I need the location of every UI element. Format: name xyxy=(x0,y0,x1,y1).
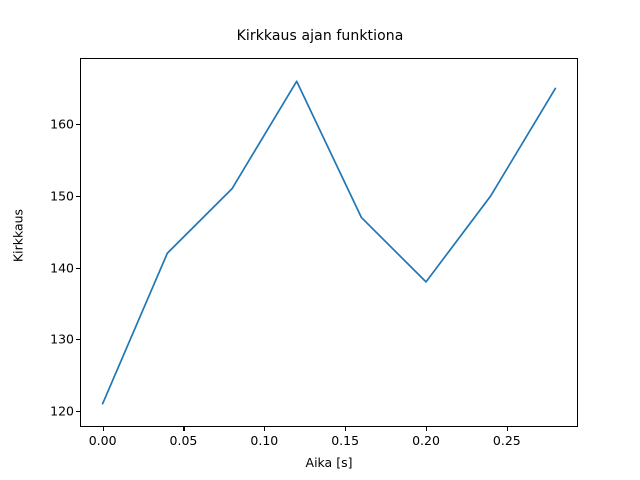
y-axis-label: Kirkkaus xyxy=(10,208,26,263)
x-tick-label: 0.00 xyxy=(88,433,117,448)
y-tick-mark xyxy=(76,124,80,126)
y-tick-mark xyxy=(76,339,80,341)
y-tick-mark xyxy=(76,410,80,412)
x-tick-mark xyxy=(345,427,347,431)
x-axis-label: Aika [s] xyxy=(305,455,353,470)
x-tick-label: 0.15 xyxy=(331,433,360,448)
y-tick-mark xyxy=(76,267,80,269)
x-tick-mark xyxy=(506,427,508,431)
x-tick-label: 0.05 xyxy=(169,433,198,448)
y-tick-label: 140 xyxy=(50,260,74,276)
x-tick-label: 0.10 xyxy=(250,433,279,448)
y-tick-label-group: 120 130 140 150 160 xyxy=(26,0,74,480)
x-tick-mark xyxy=(102,427,104,431)
y-tick-label: 150 xyxy=(50,188,74,204)
x-tick-label: 0.25 xyxy=(492,433,521,448)
data-series-line xyxy=(101,80,557,405)
x-tick-label: 0.20 xyxy=(412,433,440,448)
y-tick-label: 160 xyxy=(50,116,74,132)
y-tick-label: 130 xyxy=(50,331,74,347)
plot-area xyxy=(101,80,557,405)
x-tick-mark xyxy=(264,427,266,431)
y-tick-mark xyxy=(76,195,80,198)
x-tick-mark xyxy=(426,427,428,431)
x-tick-mark xyxy=(183,427,185,431)
chart-title: Kirkkaus ajan funktiona xyxy=(236,28,404,44)
y-tick-label: 120 xyxy=(50,403,74,419)
axes-frame xyxy=(80,58,578,427)
